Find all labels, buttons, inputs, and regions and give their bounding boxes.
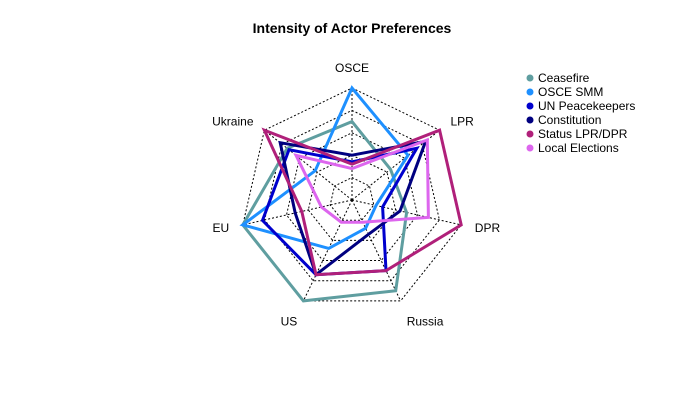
legend-label-status-lpr-dpr: Status LPR/DPR [538,127,628,141]
series-status-lpr-dpr [261,127,463,277]
legend-swatch-ceasefire [526,74,534,82]
axis-label-ukraine: Ukraine [212,114,254,128]
legend-label-osce-smm: OSCE SMM [538,85,603,99]
legend-swatch-constitution [526,116,534,124]
legend-swatch-un-peacekeepers [526,102,534,110]
axis-label-osce: OSCE [335,61,369,75]
spoke-us [302,199,353,302]
chart-title: Intensity of Actor Preferences [253,20,452,36]
series-local-elections [293,137,430,224]
legend-swatch-osce-smm [526,88,534,96]
legend-swatch-status-lpr-dpr [526,130,534,138]
axis-labels: OSCE LPR DPR Russia US EU Ukraine [212,61,500,329]
grid-ring-1 [329,177,375,221]
spoke-russia [351,199,402,302]
series-osce-smm [239,85,410,251]
axis-label-lpr: LPR [451,114,475,128]
series-constitution [278,139,428,278]
legend-label-constitution: Constitution [538,113,601,127]
legend-label-un-peacekeepers: UN Peacekeepers [538,99,635,113]
axis-label-dpr: DPR [475,221,501,235]
legend-label-ceasefire: Ceasefire [538,71,590,85]
legend-swatch-local-elections [526,144,534,152]
series-layer [239,85,463,303]
axis-label-russia: Russia [407,315,444,329]
grid-ring-2 [307,154,397,241]
grid-ring-4 [264,109,440,282]
legend-label-local-elections: Local Elections [538,141,619,155]
axis-label-us: US [281,315,298,329]
axis-label-eu: EU [213,221,230,235]
